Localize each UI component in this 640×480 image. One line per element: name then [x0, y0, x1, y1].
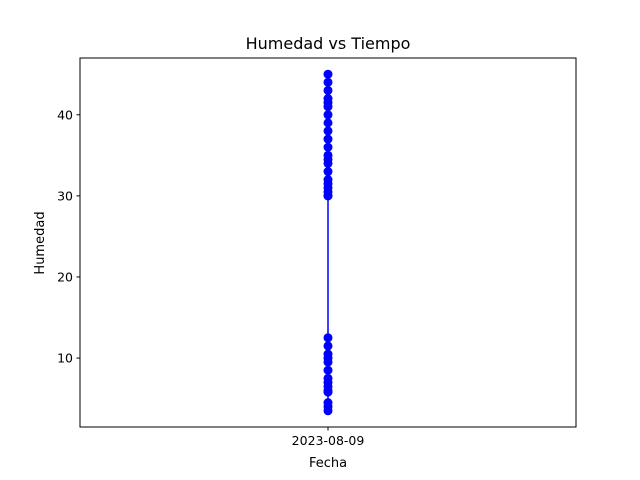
- data-point: [323, 118, 333, 128]
- data-point: [323, 341, 333, 351]
- plot-content: [323, 69, 333, 416]
- x-axis: 2023-08-09: [292, 427, 365, 448]
- data-point: [323, 77, 333, 87]
- data-point: [323, 69, 333, 79]
- chart-title: Humedad vs Tiempo: [246, 34, 411, 53]
- x-axis-label: Fecha: [309, 456, 347, 471]
- y-tick-label: 30: [57, 188, 73, 203]
- data-point: [323, 102, 333, 112]
- data-point: [323, 406, 333, 416]
- y-tick-label: 10: [57, 351, 73, 366]
- data-point: [323, 387, 333, 397]
- data-point: [323, 134, 333, 144]
- x-tick-label: 2023-08-09: [292, 433, 365, 448]
- y-tick-label: 40: [57, 107, 73, 122]
- y-tick-label: 20: [57, 269, 73, 284]
- y-axis: 10 20 30 40: [57, 107, 80, 366]
- data-point: [323, 357, 333, 367]
- data-point: [323, 85, 333, 95]
- data-point: [323, 191, 333, 201]
- data-point: [323, 110, 333, 120]
- data-point: [323, 365, 333, 375]
- y-axis-label: Humedad: [33, 211, 48, 274]
- data-point: [323, 158, 333, 168]
- data-point: [323, 126, 333, 136]
- data-point: [323, 333, 333, 343]
- data-point: [323, 167, 333, 177]
- data-point: [323, 142, 333, 152]
